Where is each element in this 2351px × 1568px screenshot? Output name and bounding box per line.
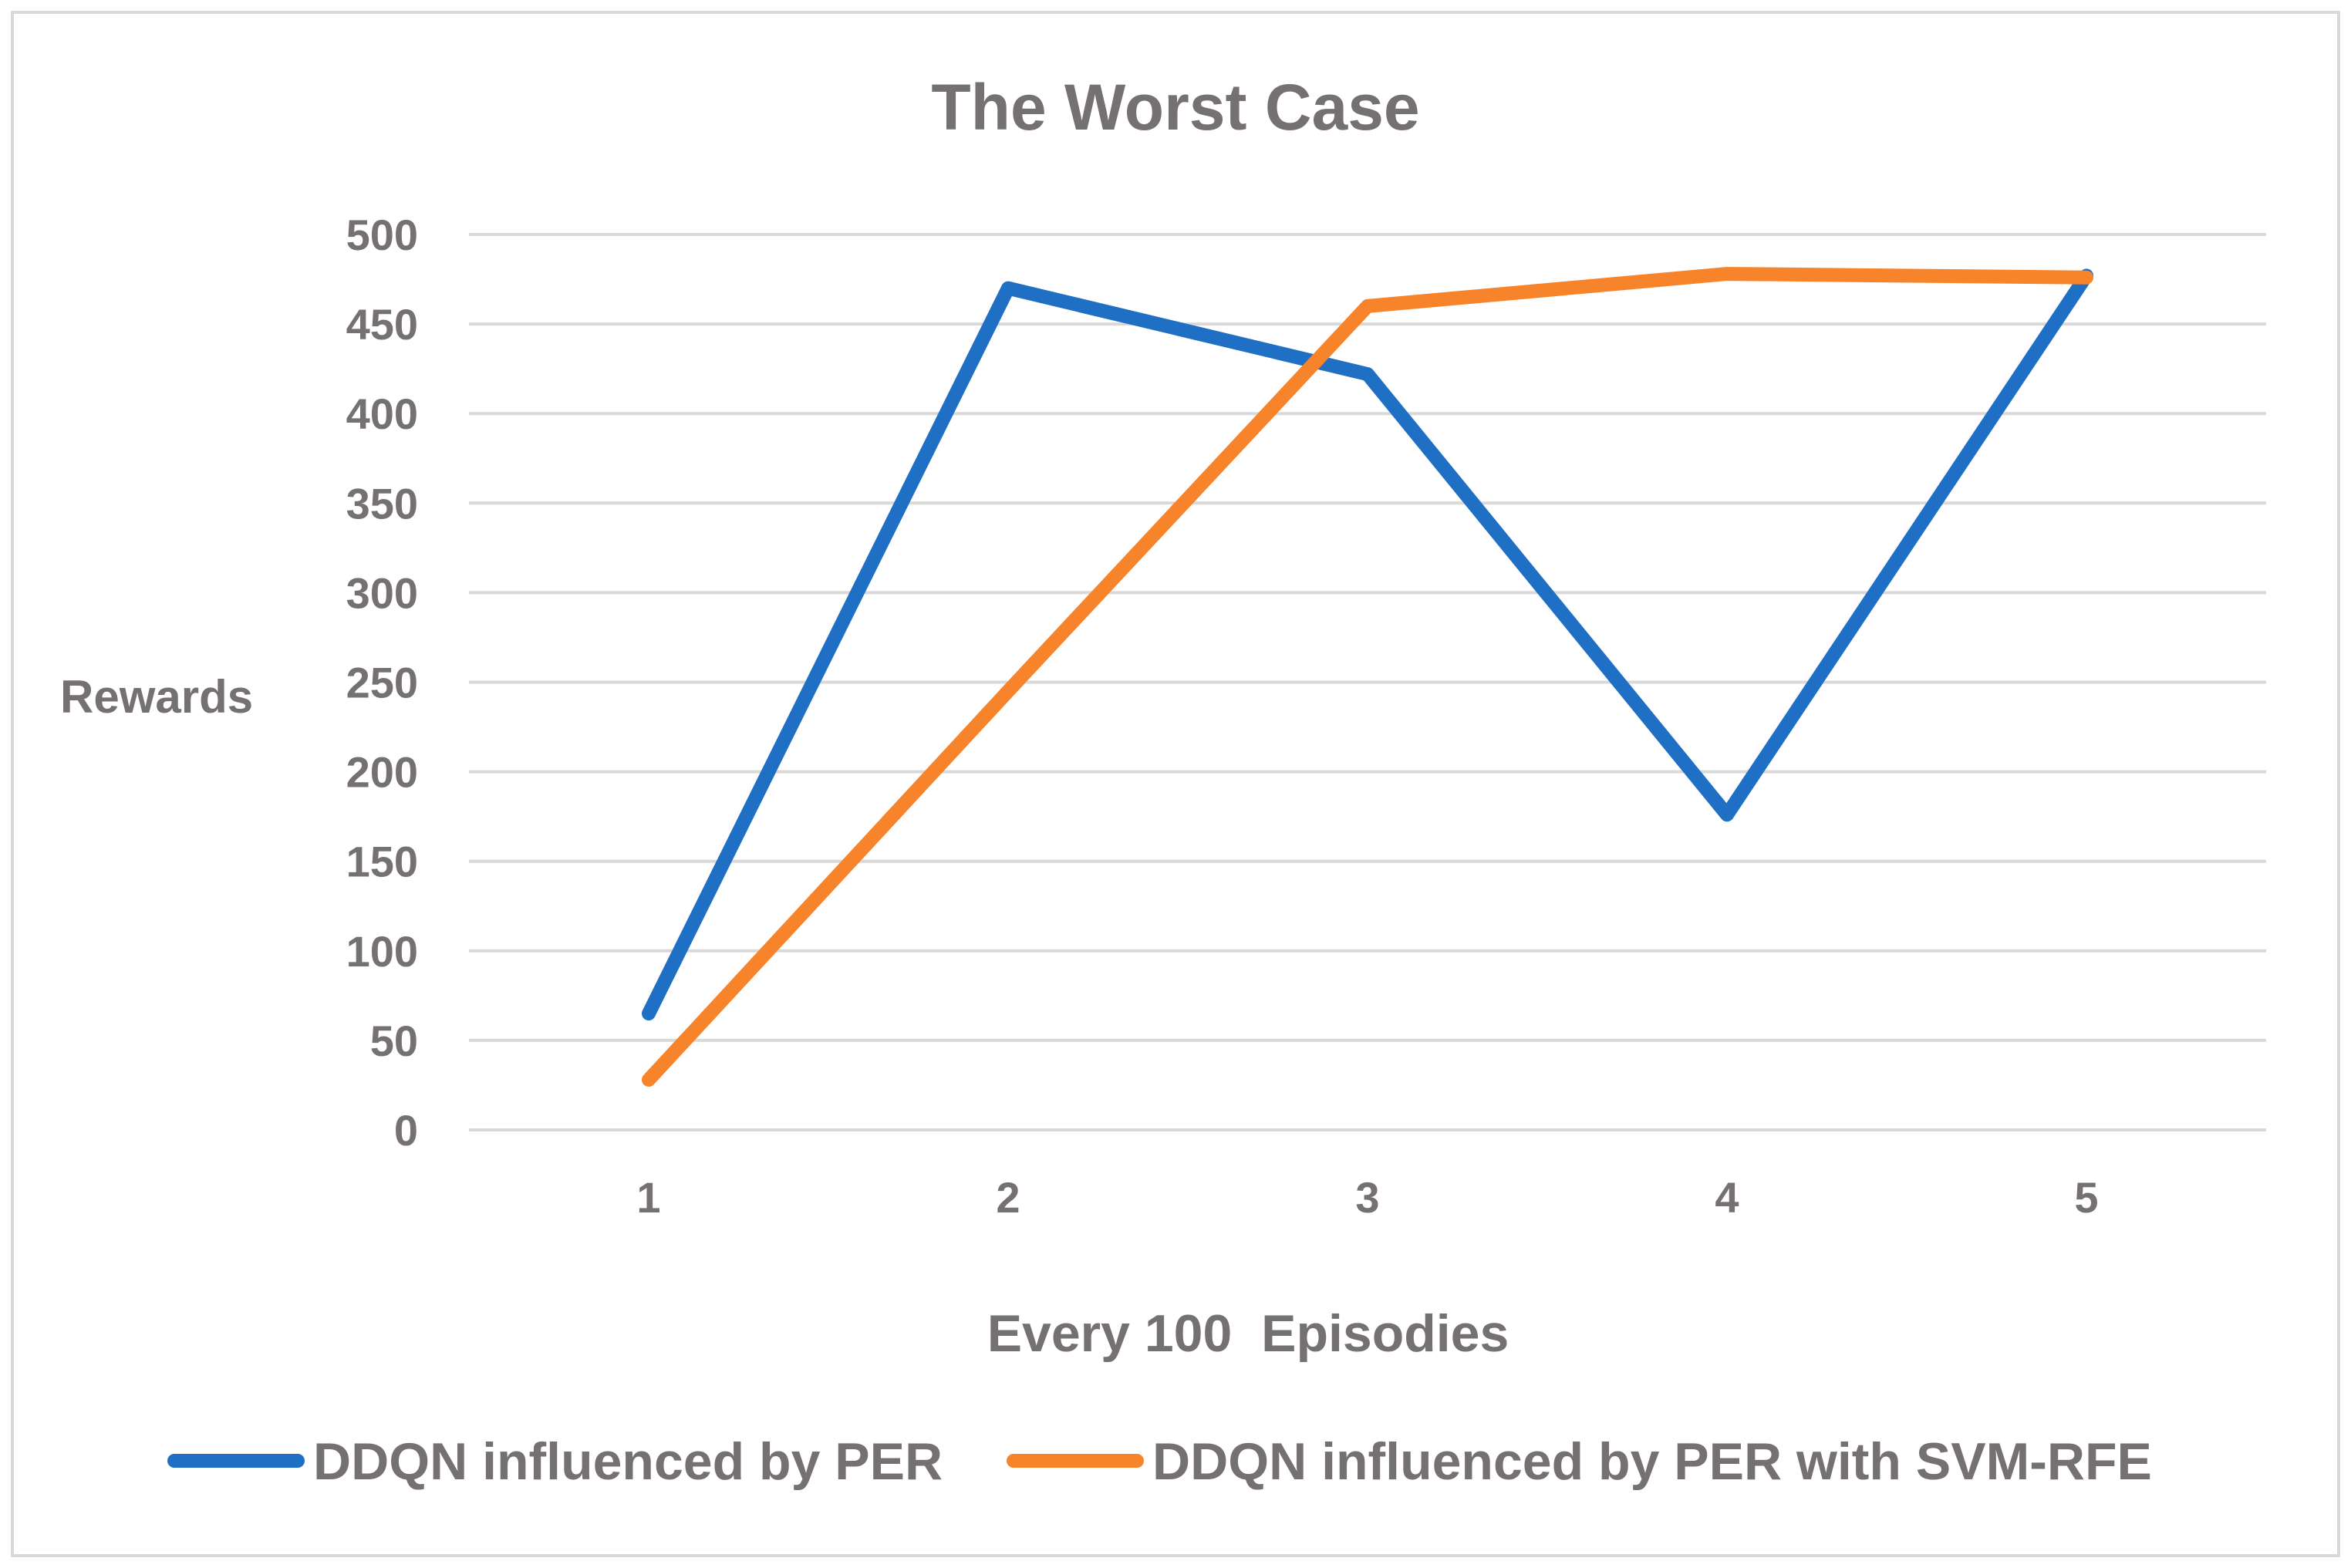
y-axis-label: Rewards bbox=[60, 671, 253, 723]
data-point-series-1 bbox=[1726, 814, 1728, 816]
legend: DDQN influenced by PER DDQN influenced b… bbox=[167, 1432, 2152, 1491]
x-tick-label: 3 bbox=[1355, 1173, 1379, 1222]
y-tick-labels: 0 50 100 150 200 250 300 350 400 450 500 bbox=[346, 211, 418, 1155]
y-tick-label: 100 bbox=[346, 927, 418, 976]
legend-label-series-2: DDQN influenced by PER with SVM-RFE bbox=[1152, 1432, 2152, 1491]
y-tick-label: 300 bbox=[346, 568, 418, 617]
data-point-series-2 bbox=[1007, 690, 1009, 693]
gridlines bbox=[469, 233, 2266, 1131]
data-point-series-1 bbox=[1367, 373, 1368, 376]
y-tick-label: 250 bbox=[346, 659, 418, 707]
x-tick-labels: 1 2 3 4 5 bbox=[636, 1173, 2098, 1222]
y-tick-label: 500 bbox=[346, 211, 418, 259]
x-tick-label: 4 bbox=[1715, 1173, 1739, 1222]
y-tick-label: 350 bbox=[346, 479, 418, 528]
legend-label-series-1: DDQN influenced by PER bbox=[313, 1432, 943, 1491]
x-tick-label: 2 bbox=[996, 1173, 1020, 1222]
x-axis-label: Every 100 Episodies bbox=[987, 1304, 1509, 1363]
y-tick-label: 400 bbox=[346, 389, 418, 438]
x-tick-label: 1 bbox=[636, 1173, 660, 1222]
data-point-series-1 bbox=[1007, 287, 1009, 289]
data-point-series-2 bbox=[1367, 305, 1368, 307]
y-tick-label: 0 bbox=[394, 1106, 418, 1155]
data-point-series-2 bbox=[1726, 273, 1728, 275]
chart-title: The Worst Case bbox=[931, 71, 1419, 143]
data-point-series-2 bbox=[2086, 276, 2087, 278]
y-tick-label: 150 bbox=[346, 838, 418, 886]
data-point-series-2 bbox=[648, 1078, 649, 1081]
y-tick-label: 50 bbox=[370, 1017, 418, 1065]
x-tick-label: 5 bbox=[2074, 1173, 2098, 1222]
y-tick-label: 200 bbox=[346, 748, 418, 797]
y-tick-label: 450 bbox=[346, 300, 418, 349]
series-lines bbox=[642, 267, 2093, 1087]
data-point-series-1 bbox=[648, 1013, 649, 1015]
